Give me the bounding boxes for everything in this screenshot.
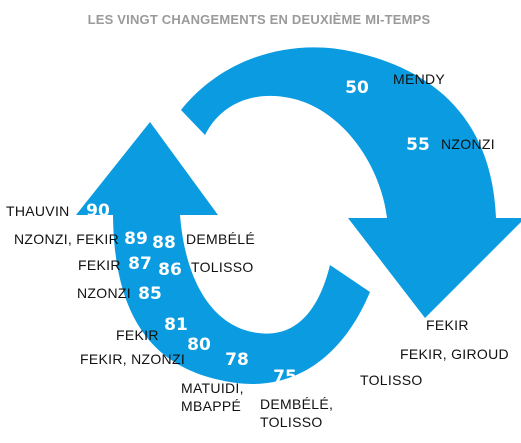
substitution-label-81: FEKIR [116,327,159,343]
substitution-label-78-line-1: MATUIDI, [181,380,244,396]
substitution-label-86: TOLISSO [191,259,254,275]
substitution-label-89: NZONZI, FEKIR [14,231,119,247]
minute-88-marker: 88 [152,233,176,253]
substitution-label-78-line-2: MBAPPÉ [181,398,241,414]
substitution-label-87: FEKIR [78,257,121,273]
minute-81-marker: 81 [164,315,188,335]
substitution-label-75-line-2: TOLISSO [260,414,323,430]
minute-86-marker: 86 [158,260,182,280]
minute-50-marker: 50 [345,78,369,98]
substitution-label-85: NZONZI [77,285,131,301]
minute-75-marker: 75 [273,367,297,387]
minute-55-marker: 55 [406,135,430,155]
minute-68-marker: 68 [395,311,419,331]
minute-90-marker: 90 [86,201,110,221]
substitution-label-68: FEKIR [426,317,469,333]
substitution-label-55: NZONZI [441,136,495,152]
substitution-label-80: FEKIR, NZONZI [80,351,185,367]
substitution-label-88: DEMBÉLÉ [186,231,255,247]
substitution-label-50: MENDY [393,71,445,87]
lower-arc-arrow [76,122,370,384]
substitution-label-90: THAUVIN [6,203,70,219]
upper-arc-arrow [181,47,521,318]
substitution-label-70: FEKIR, GIROUD [400,346,509,362]
minute-70-marker: 70 [369,332,393,352]
minute-85-marker: 85 [138,284,162,304]
diagram-title: LES VINGT CHANGEMENTS EN DEUXIÈME MI-TEM… [88,12,431,27]
minute-80-marker: 80 [187,335,211,355]
substitution-label-75-line-1: DEMBÉLÉ, [260,396,333,412]
minute-78-marker: 78 [225,350,249,370]
substitution-label-73: TOLISSO [360,372,423,388]
minute-73-marker: 73 [322,356,346,376]
minute-87-marker: 87 [128,254,152,274]
minute-89-marker: 89 [124,229,148,249]
